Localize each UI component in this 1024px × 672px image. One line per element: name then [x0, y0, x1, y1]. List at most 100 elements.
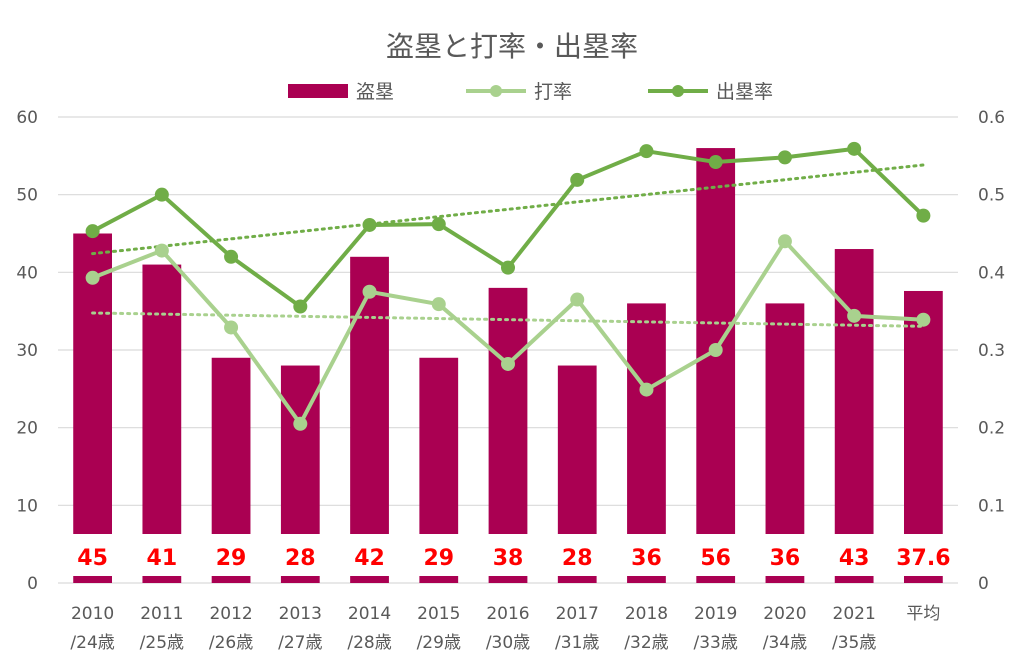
- x-tick-sublabel: /35歳: [832, 633, 876, 653]
- data-point: [224, 249, 239, 264]
- x-tick-label: 2019: [694, 604, 737, 624]
- y-left-tick-label: 50: [16, 186, 38, 206]
- x-tick-sublabel: /30歳: [486, 633, 530, 653]
- x-tick-label: 2013: [279, 604, 322, 624]
- data-point: [154, 187, 169, 202]
- x-tick-label: 平均: [906, 604, 940, 624]
- data-point: [501, 260, 515, 275]
- trendline: [91, 163, 925, 256]
- data-point: [639, 144, 654, 159]
- data-point: [916, 312, 931, 327]
- y-right-tick-label: 0.6: [978, 108, 1005, 128]
- data-label: 36: [770, 546, 801, 571]
- x-tick-sublabel: /34歳: [763, 633, 807, 653]
- data-point: [639, 382, 654, 397]
- data-point: [570, 292, 585, 307]
- legend-item: 打率: [466, 81, 572, 103]
- data-label: 28: [285, 546, 316, 571]
- x-tick-label: 2014: [348, 604, 391, 624]
- y-right-tick-label: 0.3: [978, 341, 1005, 361]
- data-point: [777, 234, 792, 249]
- y-right-tick-label: 0.1: [978, 496, 1005, 516]
- legend-marker: [672, 85, 684, 97]
- x-tick-label: 2018: [625, 604, 668, 624]
- label-band: [58, 534, 958, 576]
- legend: 盗塁 打率 出塁率: [288, 81, 773, 103]
- x-tick-sublabel: /26歳: [209, 633, 253, 653]
- data-point: [85, 270, 100, 285]
- x-tick-sublabel: /27歳: [278, 633, 322, 653]
- y-left-tick-label: 10: [16, 496, 38, 516]
- data-point: [708, 155, 723, 170]
- label-background: [58, 534, 958, 576]
- chart-title: 盗塁と打率・出塁率: [386, 30, 638, 63]
- x-tick-label: 2010: [71, 604, 114, 624]
- data-label: 43: [839, 546, 870, 571]
- data-point: [85, 224, 100, 239]
- x-tick-sublabel: /33歳: [694, 633, 738, 653]
- y-axis-left: 0 10 20 30 40 50 60: [16, 108, 38, 594]
- data-point: [362, 284, 377, 299]
- data-label: 45: [77, 546, 108, 571]
- data-point: [293, 416, 308, 431]
- data-label: 56: [700, 546, 731, 571]
- y-left-tick-label: 0: [27, 574, 38, 594]
- data-labels: 45 41 29 28 42 29 38 28 36 56 36 43 37.6: [77, 546, 950, 571]
- bar: [350, 256, 389, 583]
- data-label: 29: [216, 546, 247, 571]
- x-tick-label: 2017: [556, 604, 599, 624]
- data-point: [501, 356, 515, 371]
- bar: [488, 287, 528, 583]
- legend-label: 出塁率: [716, 81, 773, 103]
- data-point: [570, 172, 585, 187]
- x-tick-label: 2016: [486, 604, 529, 624]
- data-label: 41: [147, 546, 178, 571]
- x-tick-sublabel: /28歳: [347, 633, 391, 653]
- bar: [142, 264, 182, 583]
- x-tick-label: 2015: [417, 604, 460, 624]
- y-right-tick-label: 0.4: [978, 263, 1005, 283]
- series-line: [91, 146, 925, 309]
- x-axis: 2010/24歳 2011/25歳 2012/26歳 2013/27歳 2014/28歳…: [70, 604, 940, 653]
- data-label: 36: [631, 546, 662, 571]
- legend-label: 盗塁: [356, 81, 394, 103]
- data-label: 37.6: [896, 546, 950, 571]
- data-point: [154, 243, 169, 258]
- y-left-tick-label: 30: [16, 341, 38, 361]
- legend-swatch: [288, 84, 348, 98]
- y-left-tick-label: 40: [16, 263, 38, 283]
- y-right-tick-label: 0: [978, 574, 989, 594]
- data-point: [431, 217, 446, 232]
- x-tick-label: 2012: [209, 604, 252, 624]
- x-tick-label: 2020: [763, 604, 806, 624]
- x-tick-label: 2011: [140, 604, 183, 624]
- data-point: [708, 343, 723, 357]
- data-point: [847, 141, 862, 156]
- x-tick-sublabel: /24歳: [70, 633, 114, 653]
- legend-marker: [490, 85, 502, 97]
- data-point: [431, 297, 446, 312]
- y-left-tick-label: 20: [16, 419, 38, 439]
- line-series: [85, 141, 931, 431]
- data-label: 28: [562, 546, 593, 571]
- data-label: 38: [493, 546, 524, 571]
- data-point: [777, 150, 792, 165]
- x-tick-sublabel: /29歳: [417, 633, 461, 653]
- data-label: 29: [423, 546, 454, 571]
- data-point: [847, 308, 862, 323]
- x-tick-sublabel: /25歳: [140, 633, 184, 653]
- data-label: 42: [354, 546, 385, 571]
- legend-label: 打率: [534, 81, 572, 103]
- y-axis-right: 0 0.1 0.2 0.3 0.4 0.5 0.6: [978, 108, 1005, 594]
- data-point: [916, 208, 931, 223]
- y-right-tick-label: 0.5: [978, 186, 1005, 206]
- legend-item: 出塁率: [648, 81, 773, 103]
- y-left-tick-label: 60: [16, 108, 38, 128]
- trendlines: [91, 163, 925, 328]
- data-point: [293, 299, 308, 314]
- legend-item: 盗塁: [288, 81, 394, 103]
- bar: [73, 233, 112, 583]
- data-point: [362, 217, 377, 232]
